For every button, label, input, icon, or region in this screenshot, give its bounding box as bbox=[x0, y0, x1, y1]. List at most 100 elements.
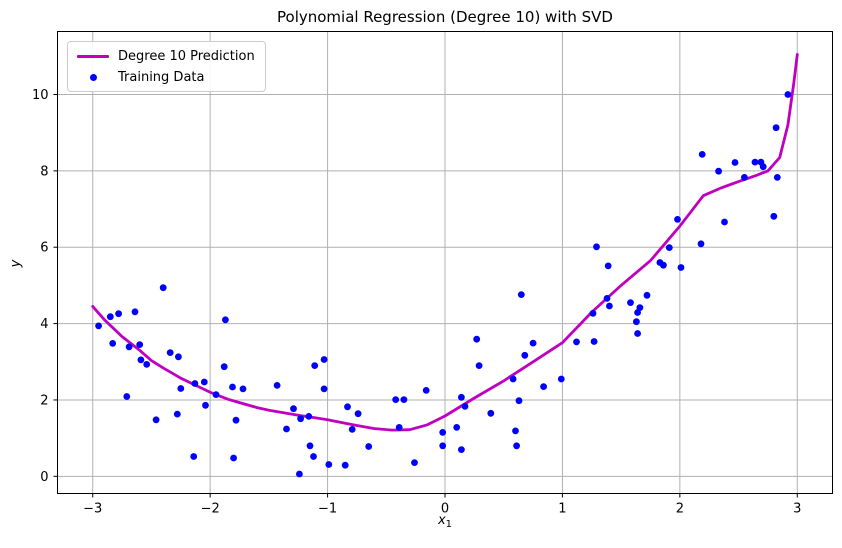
data-point bbox=[721, 218, 728, 226]
data-point bbox=[202, 401, 209, 409]
x-tick-label-1: 1 bbox=[558, 502, 566, 517]
data-point bbox=[517, 291, 525, 298]
legend-dot-icon bbox=[89, 73, 97, 81]
data-point bbox=[320, 356, 328, 363]
data-point bbox=[232, 416, 240, 424]
data-point bbox=[590, 338, 598, 345]
data-point bbox=[131, 308, 139, 316]
x-axis-label-base: x bbox=[437, 513, 446, 528]
data-point bbox=[784, 91, 792, 98]
data-point bbox=[487, 409, 495, 417]
data-point bbox=[354, 410, 362, 418]
data-point bbox=[123, 393, 131, 400]
data-point bbox=[106, 313, 114, 321]
data-point bbox=[305, 413, 313, 420]
legend-item-prediction: Degree 10 Prediction bbox=[77, 48, 255, 64]
data-point bbox=[175, 353, 182, 361]
data-point bbox=[283, 425, 290, 433]
data-point bbox=[634, 330, 641, 337]
data-point bbox=[439, 429, 447, 436]
data-point bbox=[606, 302, 613, 310]
data-point bbox=[136, 341, 144, 348]
y-tick-label-2: 2 bbox=[40, 393, 48, 408]
data-point bbox=[593, 243, 600, 251]
x-axis-label: x1 bbox=[57, 513, 833, 530]
data-point bbox=[200, 378, 208, 386]
data-point bbox=[296, 470, 303, 478]
legend-sample-cell bbox=[77, 73, 109, 81]
legend-sample-cell bbox=[77, 54, 109, 58]
data-point bbox=[665, 244, 673, 252]
data-point bbox=[589, 309, 597, 317]
data-point bbox=[529, 339, 537, 347]
data-point bbox=[515, 397, 523, 405]
data-point bbox=[475, 362, 483, 369]
data-point bbox=[310, 453, 317, 460]
data-point bbox=[143, 361, 151, 368]
data-point bbox=[674, 216, 681, 223]
data-point bbox=[392, 396, 400, 403]
data-point bbox=[521, 351, 529, 359]
data-point bbox=[395, 424, 403, 431]
data-point bbox=[513, 442, 520, 450]
x-tick-label-3: 3 bbox=[793, 502, 801, 517]
data-point bbox=[152, 416, 160, 424]
y-tick-label-10: 10 bbox=[32, 88, 49, 103]
data-point bbox=[697, 240, 705, 248]
data-point bbox=[115, 310, 122, 318]
data-point bbox=[348, 426, 356, 433]
data-point bbox=[715, 167, 722, 175]
y-tick-label-0: 0 bbox=[40, 470, 48, 485]
data-point bbox=[222, 316, 229, 324]
chart-title: Polynomial Regression (Degree 10) with S… bbox=[277, 8, 613, 26]
data-point bbox=[173, 410, 181, 418]
y-tick-label-4: 4 bbox=[40, 317, 48, 332]
data-point bbox=[320, 385, 328, 393]
data-point bbox=[344, 403, 351, 411]
data-point bbox=[290, 405, 297, 413]
data-point bbox=[239, 385, 247, 393]
data-point bbox=[461, 403, 469, 410]
x-tick-label--3: −3 bbox=[83, 502, 102, 517]
data-point bbox=[220, 363, 228, 371]
y-tick-label-8: 8 bbox=[40, 164, 48, 179]
data-point bbox=[137, 356, 145, 364]
data-point bbox=[190, 453, 198, 460]
data-point bbox=[643, 291, 651, 299]
data-point bbox=[772, 124, 780, 132]
x-tick-label--2: −2 bbox=[201, 502, 220, 517]
data-point bbox=[603, 295, 611, 302]
data-point bbox=[557, 375, 565, 383]
data-point bbox=[166, 349, 174, 356]
data-point bbox=[191, 380, 199, 387]
data-point bbox=[95, 322, 102, 330]
data-point bbox=[311, 362, 319, 369]
data-point bbox=[741, 174, 748, 181]
data-point bbox=[229, 383, 236, 391]
data-point bbox=[573, 338, 580, 346]
legend: Degree 10 Prediction Training Data bbox=[67, 41, 266, 92]
data-point bbox=[751, 158, 759, 166]
data-point bbox=[365, 443, 373, 450]
legend-label-prediction: Degree 10 Prediction bbox=[118, 48, 255, 64]
x-tick-label--1: −1 bbox=[318, 502, 337, 517]
data-point bbox=[306, 442, 314, 450]
data-point bbox=[297, 415, 304, 423]
legend-label-training: Training Data bbox=[118, 69, 205, 85]
data-point bbox=[400, 396, 408, 403]
x-tick-label-2: 2 bbox=[676, 502, 684, 517]
data-point bbox=[512, 427, 519, 435]
data-point bbox=[177, 385, 185, 392]
data-point bbox=[633, 318, 640, 326]
data-point bbox=[698, 151, 706, 158]
data-point bbox=[458, 393, 465, 401]
data-point bbox=[759, 163, 767, 171]
data-point bbox=[627, 299, 634, 306]
legend-line-icon bbox=[77, 54, 109, 58]
data-point bbox=[636, 304, 644, 311]
data-point bbox=[230, 454, 238, 462]
data-point bbox=[660, 261, 667, 269]
y-axis-label: y bbox=[8, 259, 24, 268]
data-point bbox=[411, 459, 418, 466]
